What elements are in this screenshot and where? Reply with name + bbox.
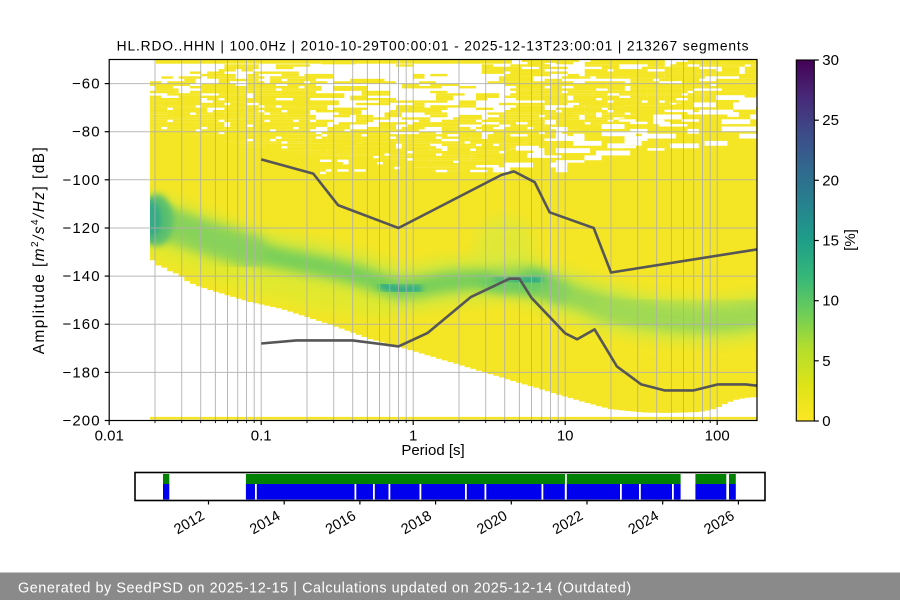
svg-text:−180: −180 bbox=[63, 364, 101, 381]
svg-text:25: 25 bbox=[822, 112, 839, 129]
svg-text:−60: −60 bbox=[72, 76, 101, 93]
svg-text:15: 15 bbox=[822, 233, 839, 250]
svg-text:10: 10 bbox=[822, 293, 839, 310]
svg-text:Generated by SeedPSD on 2025-1: Generated by SeedPSD on 2025-12-15 | Cal… bbox=[18, 581, 632, 597]
svg-text:−160: −160 bbox=[63, 316, 101, 333]
svg-text:−120: −120 bbox=[63, 220, 101, 237]
svg-text:−80: −80 bbox=[72, 124, 101, 141]
svg-text:Period [s]: Period [s] bbox=[401, 442, 464, 459]
svg-text:10: 10 bbox=[557, 428, 574, 445]
svg-text:−100: −100 bbox=[63, 172, 101, 189]
svg-text:20: 20 bbox=[822, 172, 839, 189]
svg-text:−200: −200 bbox=[63, 413, 101, 430]
svg-text:30: 30 bbox=[822, 52, 839, 69]
svg-text:100: 100 bbox=[705, 428, 730, 445]
svg-text:HL.RDO..HHN | 100.0Hz | 2010-1: HL.RDO..HHN | 100.0Hz | 2010-10-29T00:00… bbox=[117, 39, 750, 54]
svg-text:0.1: 0.1 bbox=[251, 428, 272, 445]
svg-text:1: 1 bbox=[409, 428, 417, 445]
svg-text:0: 0 bbox=[822, 413, 830, 430]
svg-text:0.01: 0.01 bbox=[95, 428, 124, 445]
svg-text:[%]: [%] bbox=[842, 229, 859, 251]
svg-text:Amplitude [m2/s4/Hz] [dB]: Amplitude [m2/s4/Hz] [dB] bbox=[30, 146, 48, 354]
svg-text:5: 5 bbox=[822, 353, 830, 370]
svg-text:−140: −140 bbox=[63, 268, 101, 285]
